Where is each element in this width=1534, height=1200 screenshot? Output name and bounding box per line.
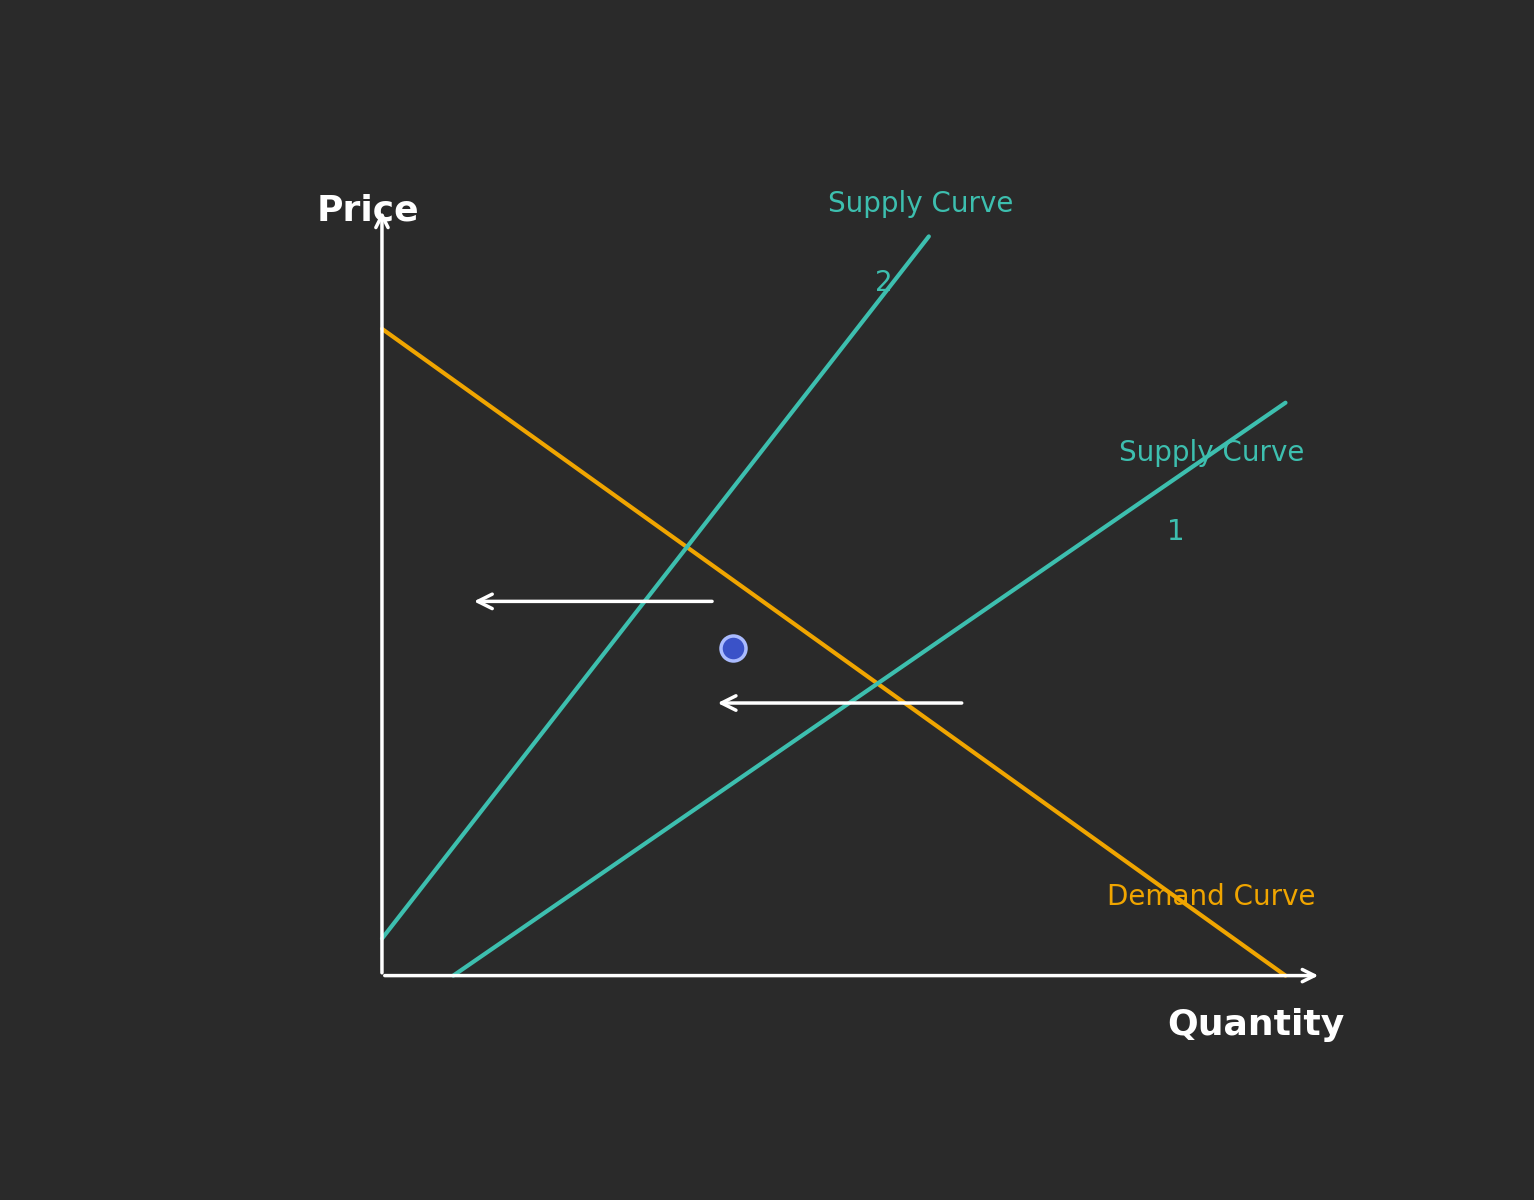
Text: 1: 1: [1167, 518, 1184, 546]
Text: 2: 2: [876, 269, 893, 296]
Text: Price: Price: [316, 193, 419, 227]
Text: Supply Curve: Supply Curve: [1120, 439, 1304, 467]
Text: Quantity: Quantity: [1167, 1008, 1345, 1042]
Text: Supply Curve: Supply Curve: [828, 190, 1012, 218]
Text: Demand Curve: Demand Curve: [1108, 883, 1316, 911]
